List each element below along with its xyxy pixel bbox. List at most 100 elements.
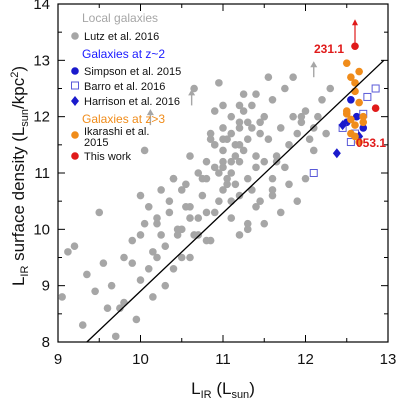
lutz-et-al-2016-point [268,186,277,194]
lutz-et-al-2016-point [281,84,289,93]
lutz-et-al-2016-point [136,231,145,239]
ikarashi-et-al-2015-point [351,121,359,129]
lutz-et-al-2016-point [149,248,157,256]
this-work-point [371,104,380,113]
lutz-et-al-2016-point [243,135,252,143]
lutz-et-al-2016-point [132,315,141,324]
lutz-et-al-2016-point [252,152,260,160]
y-axis-title: LIR surface density (Lsun/kpc2) [9,66,31,286]
lutz-et-al-2016-point [198,174,207,183]
ikarashi-et-al-2015-point [347,115,355,124]
lutz-et-al-2016-point [116,304,124,313]
lutz-et-al-2016-point [165,208,174,217]
lutz-et-al-2016-point [227,169,236,177]
harrison-et-al-2016-point [338,120,347,131]
simpson-et-al-2015-point [359,124,368,132]
simpson-et-al-2015-point [352,112,361,121]
lutz-et-al-2016-point [227,129,236,138]
lutz-et-al-2016-point [223,180,231,189]
y-tick-label: 9 [42,278,50,295]
lutz-et-al-2016-point [161,242,170,251]
lutz-et-al-2016-point [182,203,190,211]
lutz-et-al-2016-point [243,118,252,127]
lutz-et-al-2016-point [215,197,223,205]
lutz-et-al-2016-point [95,208,104,217]
lutz-et-al-2016-point [281,163,289,172]
lutz-et-al-2016-point [285,180,293,189]
lutz-et-al-2016-point [252,163,260,172]
lutz-et-al-2016-point [260,157,269,166]
barro-et-al-2016-point [346,138,355,147]
lutz-et-al-2016-point [297,118,306,127]
lutz-et-al-2016-point [111,332,120,341]
lutz-et-al-2016-point [107,281,116,290]
legend-simpson-marker [71,67,79,75]
lutz-et-al-2016-point [227,214,236,222]
barro-et-al-2016-point [371,84,380,93]
lutz-et-al-2016-point [153,219,161,228]
lutz-et-al-2016-point [153,253,161,262]
ikarashi-et-al-2015-point [359,118,368,127]
lutz-et-al-2016-point [219,124,227,132]
ikarashi-et-al-2015-point [359,112,368,121]
legend-z2-header: Galaxies at z~2 [82,47,165,61]
ikarashi-et-al-2015-point [355,98,363,107]
lutz-et-al-2016-point [322,129,330,138]
lutz-et-al-2016-point [239,107,248,115]
lutz-et-al-2016-point [235,101,244,110]
lutz-et-al-2016-point [272,152,281,160]
ikarashi-et-al-2015-point [351,79,359,87]
y-tick-label: 11 [34,165,50,182]
lutz-et-al-2016-point [140,146,149,155]
lutz-et-al-2016-point [219,135,227,143]
lutz-et-al-2016-point [276,124,285,132]
barro-et-al-2016-point [363,92,372,101]
y-tick-label: 13 [33,52,50,69]
lutz-et-al-2016-point [260,112,269,121]
ikarashi-et-al-2015-point [351,132,359,141]
lutz-et-al-2016-point [202,208,211,217]
lutz-et-al-2016-point [293,129,302,138]
lutz-et-al-2016-point [169,174,178,183]
lutz-et-al-2016-point [264,135,273,143]
legend-barro-marker [71,81,79,90]
this-work-limit-arrow-head [352,19,358,26]
lutz-et-al-2016-point [169,264,178,273]
ikarashi-et-al-2015-point [351,87,359,96]
lutz-et-al-2016-point [103,304,112,313]
lutz-et-al-2016-point [206,129,215,138]
lutz-et-al-2016-point [128,236,137,245]
lutz-et-al-2016-point [243,174,252,183]
lutz-et-al-2016-point [219,186,227,194]
lutz-et-al-2016-point [165,197,174,205]
legend-thiswork-marker [71,152,79,160]
lutz-et-al-2016-point [235,118,244,127]
lutz-et-al-2016-point [215,169,223,177]
lutz-et-al-2016-point [231,152,240,160]
lutz-et-al-2016-point [260,219,269,228]
lutz-et-al-2016-point [157,186,165,194]
lutz-et-al-2016-point [157,231,165,239]
legend-barro-label: Barro et al. 2016 [84,81,165,93]
y-tick-label: 14 [33,0,50,13]
lutz-et-al-2016-point [215,79,223,87]
lutz-et-al-2016-point [144,203,153,211]
lutz-et-al-2016-point [83,270,91,279]
lutz-et-al-2016-point [231,180,240,189]
lutz-et-al-2016-point [248,101,256,110]
lutz-et-al-2016-point [293,197,302,205]
lutz-et-al-2016-point [219,146,227,155]
lutz-et-al-2016-point [210,107,219,115]
y-tick-label: 10 [33,221,50,238]
legend-local-header: Local galaxies [82,11,158,25]
harrison-et-al-2016-point [332,148,341,159]
x-tick-label: 13 [380,351,397,368]
x-tick-label: 11 [215,351,231,368]
lutz-et-al-2016-point [289,112,297,121]
lutz-et-al-2016-point [227,197,236,205]
lutz-et-al-2016-point [161,281,170,290]
simpson-et-al-2015-point [347,95,355,104]
lutz-et-al-2016-point [243,225,252,234]
lutz-et-al-2016-point [198,191,207,200]
ikarashi-et-al-2015-point [355,67,363,76]
